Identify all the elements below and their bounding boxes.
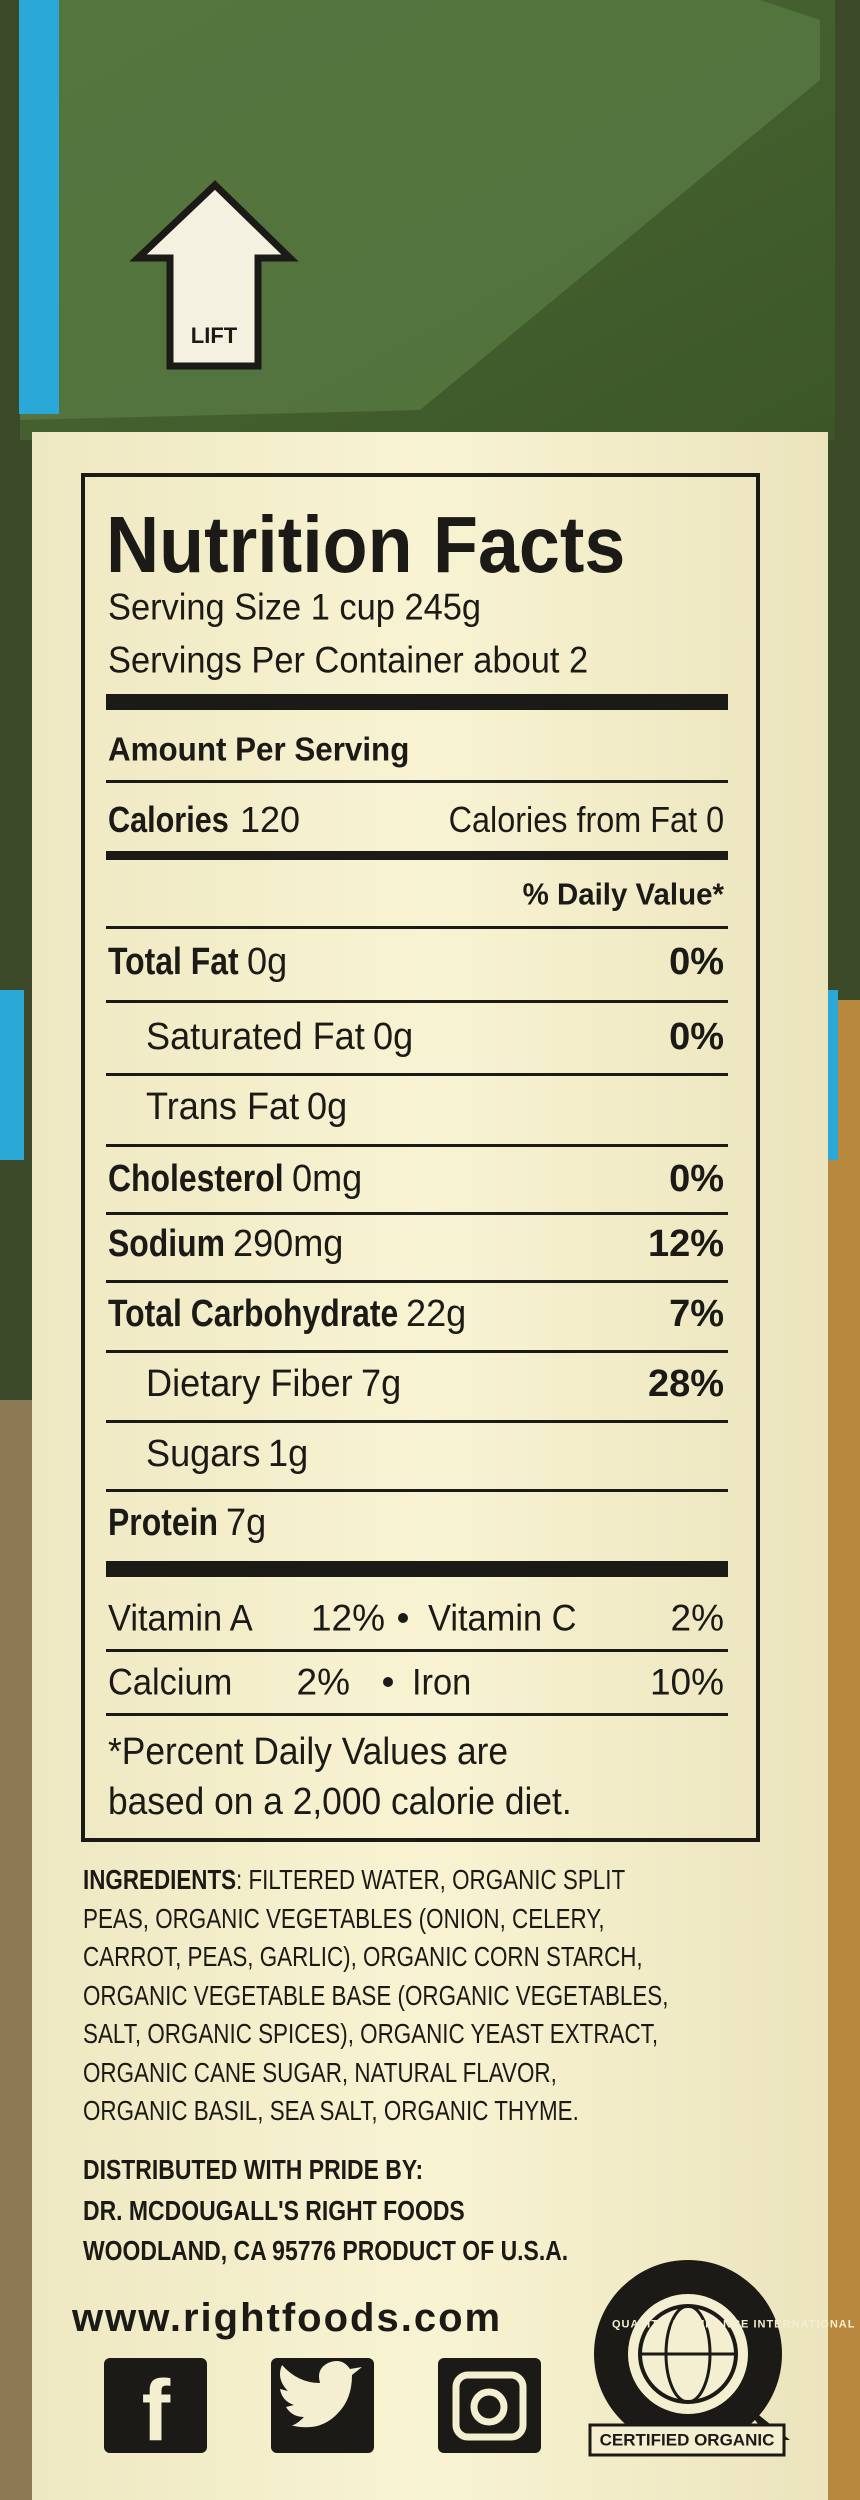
rule <box>106 1000 728 1003</box>
rule <box>106 925 728 929</box>
seal-certified: CERTIFIED ORGANIC <box>599 2430 775 2450</box>
rule <box>106 1489 728 1492</box>
nutrient-amount: 7g <box>225 1502 267 1544</box>
rule <box>106 1712 728 1716</box>
rule <box>106 1419 728 1423</box>
vitamin-name: Calcium <box>108 1661 233 1703</box>
calories-value: 120 <box>240 799 301 840</box>
vitamin-value: 10% <box>649 1661 724 1703</box>
ingredients-line: ORGANIC CANE SUGAR, NATURAL FLAVOR, <box>83 2056 557 2088</box>
rule <box>106 1349 728 1353</box>
nutrient-amount: 0g <box>372 1016 413 1058</box>
distributor-line: DR. MCDOUGALL'S RIGHT FOODS <box>83 2195 465 2226</box>
ingredients-line: ORGANIC VEGETABLE BASE (ORGANIC VEGETABL… <box>83 1979 669 2011</box>
ingredients-line: SALT, ORGANIC SPICES), ORGANIC YEAST EXT… <box>83 2018 659 2049</box>
label-border <box>81 473 760 1842</box>
rule <box>106 1072 728 1076</box>
daily-value-header: % Daily Value* <box>522 876 724 912</box>
rule <box>106 1648 728 1652</box>
nutrient-dv: 0% <box>669 1016 724 1058</box>
calories-from-fat: Calories from Fat 0 <box>448 799 724 840</box>
nutrient-amount: 0mg <box>291 1158 362 1200</box>
nutrient-name: Dietary Fiber <box>146 1363 353 1405</box>
nutrient-name: Protein <box>108 1502 218 1544</box>
rule <box>106 1212 728 1215</box>
rule <box>106 850 728 860</box>
nutrient-name: Total Fat <box>108 941 239 983</box>
rule <box>106 1561 728 1577</box>
nutrient-name: Sugars <box>146 1433 261 1475</box>
nutrient-amount: 7g <box>360 1363 401 1405</box>
ingredients-line: ORGANIC BASIL, SEA SALT, ORGANIC THYME. <box>83 2095 579 2126</box>
nutrient-dv: 0% <box>669 1158 724 1200</box>
bullet <box>398 1613 408 1623</box>
rule <box>106 779 728 783</box>
seal-ring-text: QUALITY ASSURANCE INTERNATIONAL <box>612 2318 856 2331</box>
label-title: Nutrition Facts <box>106 500 626 589</box>
rule <box>106 1279 728 1283</box>
social-icons: f <box>104 2358 541 2459</box>
vitamin-name: Vitamin C <box>428 1597 577 1639</box>
ingredients-label: INGREDIENTS <box>83 1864 237 1895</box>
nutrient-amount: 0g <box>307 1086 348 1128</box>
footnote: based on a 2,000 calorie diet. <box>108 1781 572 1823</box>
nutrient-amount: 0g <box>246 941 287 983</box>
rule <box>106 694 728 710</box>
ingredients-line: CARROT, PEAS, GARLIC), ORGANIC CORN STAR… <box>83 1941 643 1972</box>
nutrient-amount: 1g <box>268 1433 309 1475</box>
lift-label: LIFT <box>190 323 238 348</box>
amount-per-serving: Amount Per Serving <box>108 730 410 768</box>
nutrient-dv: 7% <box>669 1293 724 1335</box>
footnote: *Percent Daily Values are <box>108 1731 509 1773</box>
nutrient-amount: 290mg <box>233 1223 344 1265</box>
organic-seal <box>588 2260 790 2457</box>
website: www.rightfoods.com <box>72 2296 503 2340</box>
bullet <box>383 1677 393 1687</box>
vitamin-name: Iron <box>412 1661 472 1703</box>
ingredients-line: : FILTERED WATER, ORGANIC SPLIT <box>236 1864 626 1895</box>
vitamin-value: 2% <box>670 1597 724 1639</box>
lift-arrow <box>129 180 299 370</box>
nutrient-name: Sodium <box>108 1223 226 1265</box>
calories-label: Calories <box>108 799 229 840</box>
nutrient-name: Total Carbohydrate <box>108 1293 399 1335</box>
distributor-line: WOODLAND, CA 95776 PRODUCT OF U.S.A. <box>83 2235 569 2266</box>
nutrient-dv: 0% <box>669 941 724 983</box>
nutrient-name: Trans Fat <box>146 1086 300 1128</box>
vitamin-name: Vitamin A <box>108 1597 253 1639</box>
ingredients-line: PEAS, ORGANIC VEGETABLES (ONION, CELERY, <box>83 1902 605 1934</box>
vitamin-value: 2% <box>296 1661 350 1703</box>
nutrient-name: Cholesterol <box>108 1158 284 1200</box>
nutrient-name: Saturated Fat <box>146 1016 365 1058</box>
rule <box>106 1143 728 1147</box>
nutrient-dv: 12% <box>647 1223 724 1265</box>
vitamin-value: 12% <box>310 1597 385 1639</box>
nutrient-dv: 28% <box>647 1363 724 1405</box>
distributor-line: DISTRIBUTED WITH PRIDE BY: <box>83 2154 424 2185</box>
serving-size: Serving Size 1 cup 245g <box>108 586 482 628</box>
svg-text:f: f <box>142 2363 171 2459</box>
nutrient-amount: 22g <box>406 1293 467 1335</box>
servings: Servings Per Container about 2 <box>108 639 589 681</box>
